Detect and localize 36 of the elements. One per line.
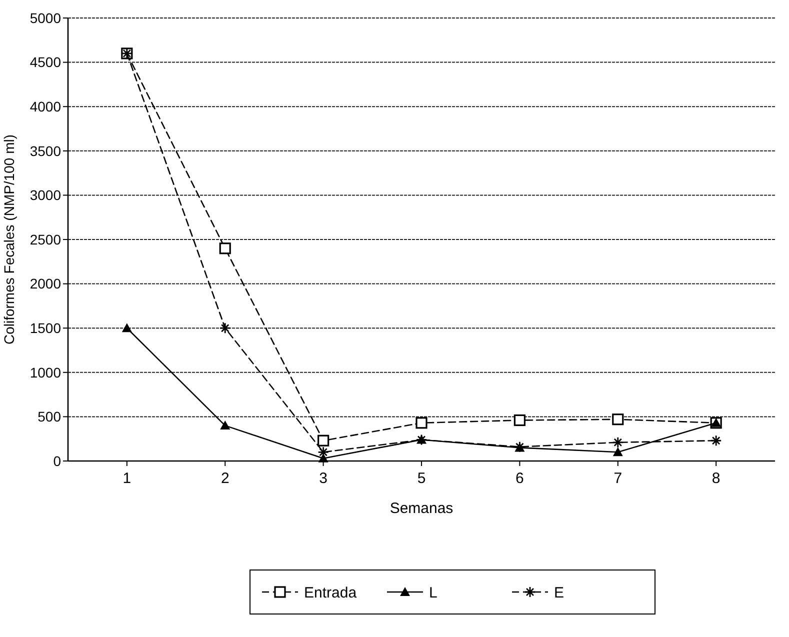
point [318,434,330,446]
x-tick-label: 7 [614,470,622,487]
x-tick-label: 6 [516,470,524,487]
point [514,414,526,426]
y-tick-label: 3500 [30,142,62,159]
point [219,322,231,334]
y-tick-label: 2500 [30,231,62,248]
y-tick-label: 3000 [30,187,62,204]
x-tick-label: 5 [417,470,426,487]
y-tick-label: 500 [38,408,62,425]
point [219,242,231,254]
x-tick-label: 8 [712,470,720,487]
y-tick-label: 5000 [30,10,62,26]
legend-label: Entrada [304,584,358,602]
point [612,436,624,448]
y-tick-label: 1500 [30,320,62,336]
y-tick-label: 1000 [30,364,62,380]
point [612,414,624,426]
point [612,447,623,456]
y-axis-title: Coliformes Fecales (NMP/100 ml) [1,134,17,345]
x-tick-label: 1 [122,470,132,487]
point [318,453,328,462]
x-tick-label: 2 [220,470,230,487]
point [220,420,230,430]
point [416,417,428,429]
point [318,446,330,458]
x-tick-label: 3 [319,470,328,487]
y-tick-label: 0 [53,452,62,469]
y-tick-label: 4500 [30,54,62,70]
legend-label: E [554,584,564,602]
y-tick-label: 4000 [30,98,62,114]
point [122,323,132,332]
x-axis-title: Semanas [390,500,454,517]
legend-label: L [429,584,438,602]
y-tick-label: 2000 [30,276,62,292]
point [710,434,722,446]
